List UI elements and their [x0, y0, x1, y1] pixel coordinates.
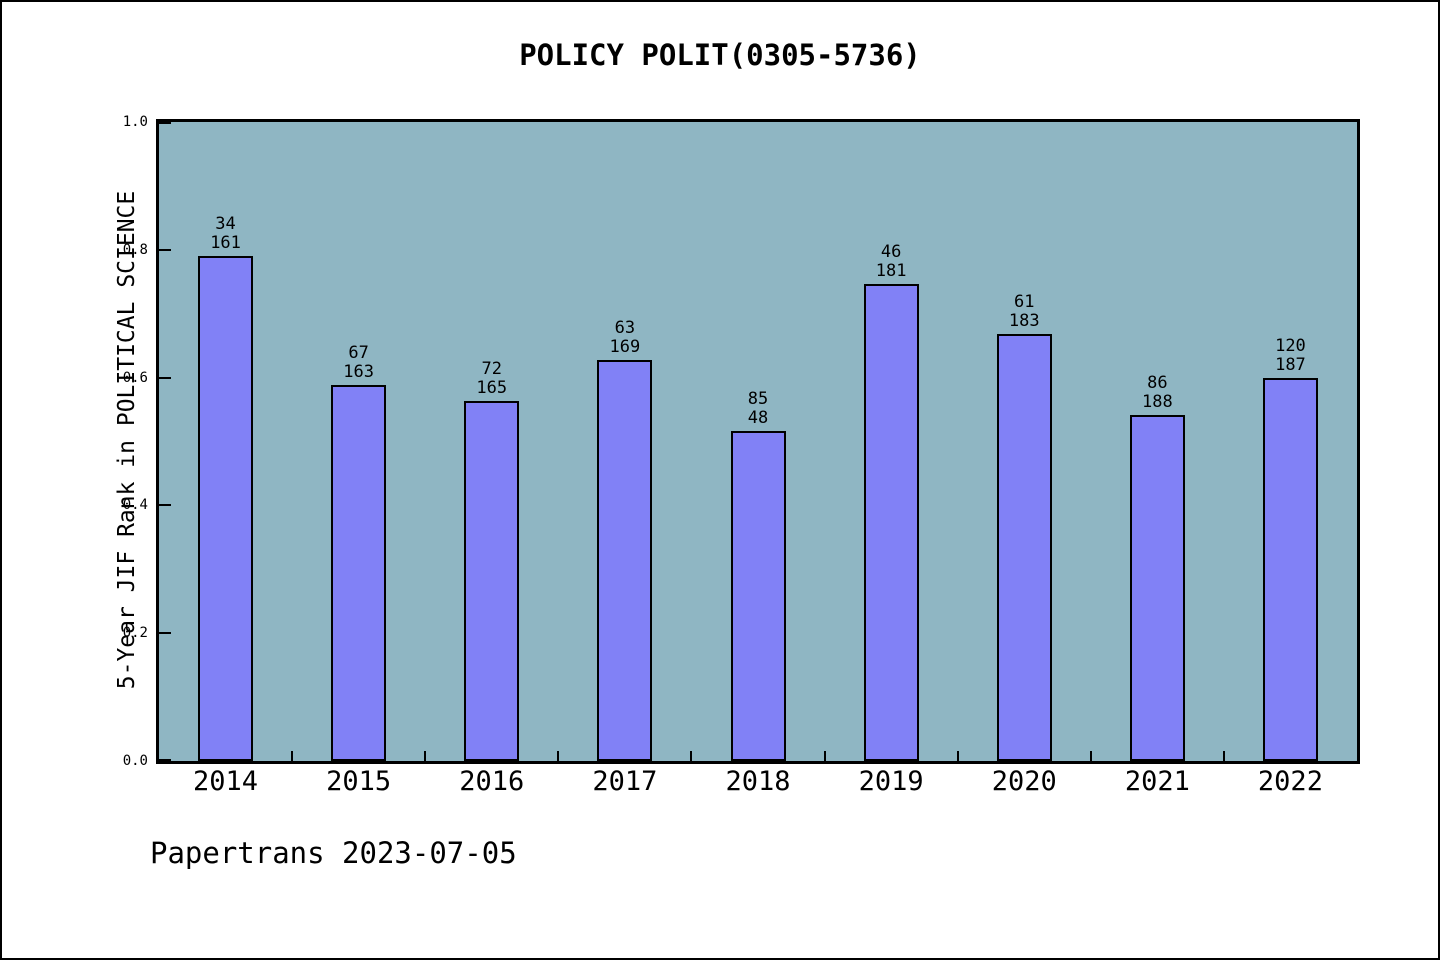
bar-annotation-2014: 34 161 — [210, 214, 241, 253]
bar-2017 — [597, 360, 653, 761]
x-tick-mark — [956, 751, 959, 761]
x-tick-mark — [424, 751, 427, 761]
x-tick-label-2018: 2018 — [725, 766, 791, 797]
x-tick-label-2016: 2016 — [459, 766, 525, 797]
plot-inner: 34 161 67 163 72 165 63 169 85 48 46 181 61 18… — [159, 122, 1357, 761]
bar-annotation-2016: 72 165 — [476, 359, 508, 398]
x-tick-label-2014: 2014 — [193, 766, 259, 797]
watermark-text: Papertrans 2023-07-05 — [150, 836, 517, 870]
bar-annotation-2018: 85 48 — [747, 389, 769, 428]
bar-2021 — [1129, 415, 1185, 761]
bar-2016 — [464, 401, 520, 761]
x-tick-mark — [291, 751, 294, 761]
plot-area: 34 161 67 163 72 165 63 169 85 48 46 181 61 18… — [156, 119, 1360, 764]
y-tick-mark — [159, 248, 171, 251]
x-tick-mark — [1222, 751, 1225, 761]
x-tick-label-2019: 2019 — [858, 766, 924, 797]
x-tick-label-2020: 2020 — [991, 766, 1057, 797]
bar-annotation-2015: 67 163 — [343, 343, 375, 382]
chart-title: POLICY POLIT(0305-5736) — [519, 38, 921, 72]
bar-2014 — [198, 256, 254, 761]
bar-2022 — [1262, 378, 1318, 761]
bar-2018 — [730, 431, 786, 761]
x-tick-label-2022: 2022 — [1257, 766, 1323, 797]
x-tick-label-2015: 2015 — [326, 766, 392, 797]
y-tick-label-0.8: 0.8 — [122, 241, 148, 258]
y-tick-mark — [159, 376, 171, 379]
bar-2015 — [331, 385, 387, 761]
bar-annotation-2022: 120 187 — [1275, 336, 1306, 375]
bar-annotation-2017: 63 169 — [609, 318, 641, 357]
y-tick-mark — [159, 759, 171, 761]
bar-annotation-2019: 46 181 — [875, 242, 907, 281]
bar-2019 — [863, 284, 919, 761]
x-tick-label-2017: 2017 — [592, 766, 658, 797]
x-tick-mark — [1089, 751, 1092, 761]
y-tick-mark — [159, 632, 171, 635]
x-tick-mark — [690, 751, 693, 761]
x-tick-label-2021: 2021 — [1124, 766, 1190, 797]
y-tick-mark — [159, 122, 171, 124]
bar-2020 — [996, 334, 1052, 761]
y-axis-label: 5-Year JIF Rank in POLITICAL SCIENCE — [114, 190, 140, 690]
x-tick-mark — [557, 751, 560, 761]
y-tick-label-1.0: 1.0 — [122, 114, 148, 130]
y-tick-mark — [159, 504, 171, 507]
x-tick-mark — [823, 751, 826, 761]
y-tick-label-0.2: 0.2 — [122, 625, 148, 642]
y-tick-label-0.6: 0.6 — [122, 369, 148, 386]
y-tick-label-0.0: 0.0 — [122, 753, 148, 769]
y-tick-label-0.4: 0.4 — [122, 497, 148, 514]
bar-annotation-2020: 61 183 — [1008, 292, 1040, 331]
bar-annotation-2021: 86 188 — [1141, 373, 1173, 412]
